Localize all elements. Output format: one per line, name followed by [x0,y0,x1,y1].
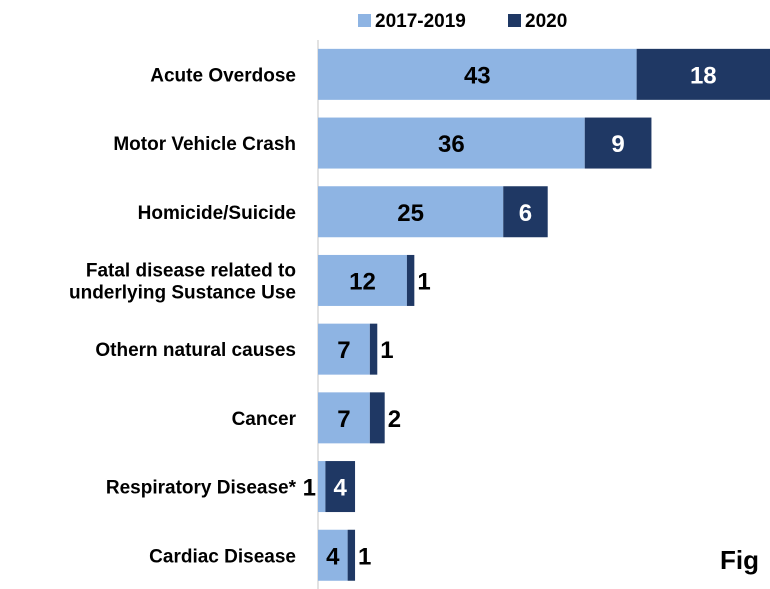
bar-2017-2019-3 [318,254,407,306]
data-label-2017-2019-4: 7 [337,337,350,364]
bar-2017-2019-6 [318,461,326,513]
category-label-3-line-0: Fatal disease related to [86,260,296,281]
bar-2017-2019-4 [318,323,370,375]
category-label-1: Motor Vehicle Crash [113,134,296,155]
category-label-3-line-1: underlying Sustance Use [69,282,296,303]
data-label-2020-1: 9 [611,131,624,158]
legend-swatch-0 [358,14,371,27]
data-label-2017-2019-1: 36 [438,131,465,158]
category-label-5: Cancer [232,409,297,430]
legend: 2017-2019 2020 [358,11,567,32]
category-label-4: Othern natural causes [95,340,296,361]
data-label-2017-2019-0: 43 [464,62,491,89]
legend-swatch-1 [508,14,521,27]
data-label-2017-2019-3: 12 [349,268,376,295]
bar-2020-4 [369,323,378,375]
data-label-2020-7: 1 [358,543,371,570]
data-label-2017-2019-5: 7 [337,406,350,433]
bar-2020-1 [584,117,652,169]
legend-label-1: 2020 [525,11,567,32]
legend-label-0: 2017-2019 [375,11,466,32]
data-label-2020-2: 6 [519,200,532,227]
category-label-6: Respiratory Disease* [106,478,297,499]
bar-2020-2 [503,186,548,238]
corner-label: Fig [720,545,759,575]
category-label-7: Cardiac Disease [149,546,296,567]
category-labels: Acute Overdose Motor Vehicle Crash Homicid… [69,65,297,567]
data-label-2020-6: 4 [334,475,348,502]
data-label-2017-2019-6: 1 [303,475,316,502]
bar-2017-2019-2 [318,186,504,238]
data-label-2017-2019-2: 25 [397,200,424,227]
bar-2017-2019-0 [318,48,637,100]
bar-2017-2019-1 [318,117,585,169]
bar-2017-2019-7 [318,529,348,581]
data-label-2020-0: 18 [690,62,717,89]
bar-2020-6 [325,461,356,513]
data-label-2017-2019-7: 4 [326,543,340,570]
data-label-2020-5: 2 [388,406,401,433]
data-label-2020-3: 1 [417,268,430,295]
bar-2020-7 [347,529,356,581]
bar-2017-2019-5 [318,392,370,444]
data-label-2020-4: 1 [380,337,393,364]
bar-2020-5 [369,392,385,444]
category-label-0: Acute Overdose [150,65,296,86]
category-label-2: Homicide/Suicide [138,203,296,224]
bar-2020-3 [406,254,415,306]
bar-2020-0 [636,48,770,100]
